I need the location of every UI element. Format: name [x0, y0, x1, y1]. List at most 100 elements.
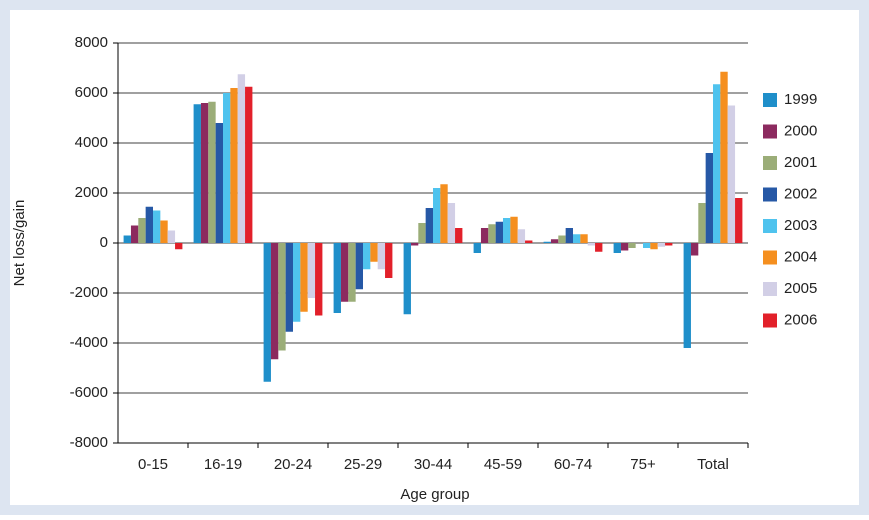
y-tick-label: 0 — [100, 234, 108, 251]
legend-label: 2003 — [784, 217, 817, 234]
bar — [270, 243, 279, 360]
bar — [153, 210, 161, 243]
bar — [480, 228, 489, 243]
x-tick-label: 0-15 — [138, 456, 168, 473]
bar — [130, 225, 139, 243]
bar — [215, 123, 223, 243]
bar — [503, 218, 511, 243]
bar — [587, 243, 596, 246]
bar — [580, 234, 588, 243]
legend-label: 2002 — [784, 185, 817, 202]
bar — [377, 243, 386, 270]
bar — [455, 228, 463, 243]
x-tick-label: 75+ — [630, 456, 656, 473]
bar — [208, 101, 216, 243]
x-tick-label: 25-29 — [344, 456, 382, 473]
y-tick-label: 2000 — [75, 184, 108, 201]
bar — [167, 230, 176, 243]
bar — [123, 235, 131, 243]
bar — [657, 243, 666, 247]
bar — [447, 203, 456, 243]
bar — [643, 243, 651, 248]
legend-label: 2000 — [784, 122, 817, 139]
bar — [595, 243, 603, 252]
bar — [543, 241, 551, 243]
bar — [403, 243, 411, 315]
bar — [565, 228, 573, 243]
bar — [665, 243, 673, 246]
bar — [285, 243, 293, 332]
bar — [495, 221, 503, 243]
x-tick-label: 30-44 — [414, 456, 452, 473]
bar — [727, 105, 736, 243]
bar — [620, 243, 629, 251]
y-tick-label: -8000 — [70, 434, 108, 451]
bar — [698, 203, 706, 243]
x-tick-label: 16-19 — [204, 456, 242, 473]
bar — [735, 198, 743, 243]
bar — [517, 229, 526, 243]
bar — [683, 243, 691, 348]
bar — [628, 243, 636, 248]
bar — [433, 188, 441, 243]
legend-label: 2001 — [784, 154, 817, 171]
bar — [573, 234, 581, 243]
bar — [160, 220, 168, 243]
legend-swatch — [763, 93, 777, 107]
bar — [348, 243, 356, 302]
legend-label: 1999 — [784, 91, 817, 108]
bar — [705, 153, 713, 243]
x-tick-label: 60-74 — [554, 456, 592, 473]
legend-swatch — [763, 124, 777, 139]
bar — [440, 184, 448, 243]
y-tick-label: -4000 — [70, 334, 108, 351]
bar — [425, 208, 433, 243]
bar — [315, 243, 323, 316]
bar — [713, 84, 721, 243]
bar — [138, 218, 146, 243]
bar — [363, 243, 371, 270]
bar — [370, 243, 378, 262]
bar — [237, 74, 246, 243]
x-tick-label: Total — [697, 456, 729, 473]
x-tick-label: 20-24 — [274, 456, 312, 473]
bar — [385, 243, 393, 278]
bar — [145, 206, 153, 243]
bar — [230, 88, 238, 243]
bar — [418, 223, 426, 243]
bar — [307, 243, 316, 298]
bar — [488, 224, 496, 243]
bar — [340, 243, 349, 302]
y-tick-label: -2000 — [70, 284, 108, 301]
bar — [293, 243, 301, 322]
y-axis-label: Net loss/gain — [11, 200, 28, 287]
bar — [550, 239, 559, 243]
bar — [720, 71, 728, 243]
bar — [510, 216, 518, 243]
bar — [193, 104, 201, 243]
legend-label: 2004 — [784, 248, 817, 265]
y-tick-label: 4000 — [75, 134, 108, 151]
y-tick-label: 8000 — [75, 34, 108, 51]
legend-swatch — [763, 250, 777, 265]
bar — [263, 243, 271, 382]
bar — [525, 240, 533, 243]
bar — [278, 243, 286, 351]
bar — [613, 243, 621, 253]
bar — [473, 243, 481, 253]
bar — [650, 243, 658, 250]
x-axis-label: Age group — [400, 486, 469, 503]
legend-label: 2006 — [784, 311, 817, 328]
x-tick-label: 45-59 — [484, 456, 522, 473]
bar — [300, 243, 308, 312]
bar — [410, 243, 419, 246]
bar — [200, 103, 209, 243]
bar — [690, 243, 699, 256]
bar — [558, 235, 566, 243]
bar — [333, 243, 341, 313]
bar — [245, 86, 253, 243]
panel — [10, 10, 859, 505]
legend-swatch — [763, 313, 777, 328]
